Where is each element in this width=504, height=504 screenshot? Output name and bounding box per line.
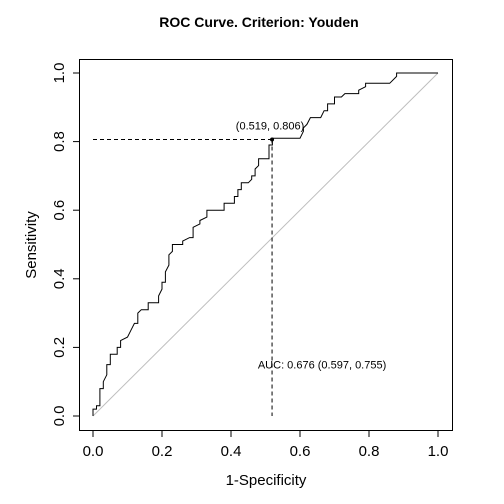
chart-title: ROC Curve. Criterion: Youden xyxy=(159,14,358,30)
y-tick-label: 0.4 xyxy=(51,268,68,289)
roc-curve-line xyxy=(92,72,438,416)
y-tick-label: 0.6 xyxy=(51,200,68,221)
x-tick-label: 0.2 xyxy=(152,443,173,460)
x-tick-label: 0.6 xyxy=(290,443,311,460)
x-tick-label: 0.0 xyxy=(83,443,104,460)
x-axis-label: 1-Specificity xyxy=(226,472,307,489)
x-axis: 0.0 0.2 0.4 0.6 0.8 1.0 xyxy=(83,430,449,460)
x-tick-label: 0.8 xyxy=(359,443,380,460)
x-tick-label: 0.4 xyxy=(221,443,242,460)
x-tick-label: 1.0 xyxy=(428,443,449,460)
y-tick-label: 1.0 xyxy=(51,63,68,84)
chance-diagonal-line xyxy=(92,72,439,417)
y-tick-label: 0.2 xyxy=(51,337,68,358)
y-tick-label: 0.8 xyxy=(51,131,68,152)
y-axis: 0.0 0.2 0.4 0.6 0.8 1.0 xyxy=(51,63,80,427)
auc-annotation: AUC: 0.676 (0.597, 0.755) xyxy=(258,360,386,372)
y-tick-label: 0.0 xyxy=(51,406,68,427)
youden-point-label: (0.519, 0.806) xyxy=(236,121,305,133)
plot-area-box xyxy=(79,59,453,431)
youden-optimal-point xyxy=(270,137,275,142)
y-axis-label: Sensitivity xyxy=(23,211,40,279)
